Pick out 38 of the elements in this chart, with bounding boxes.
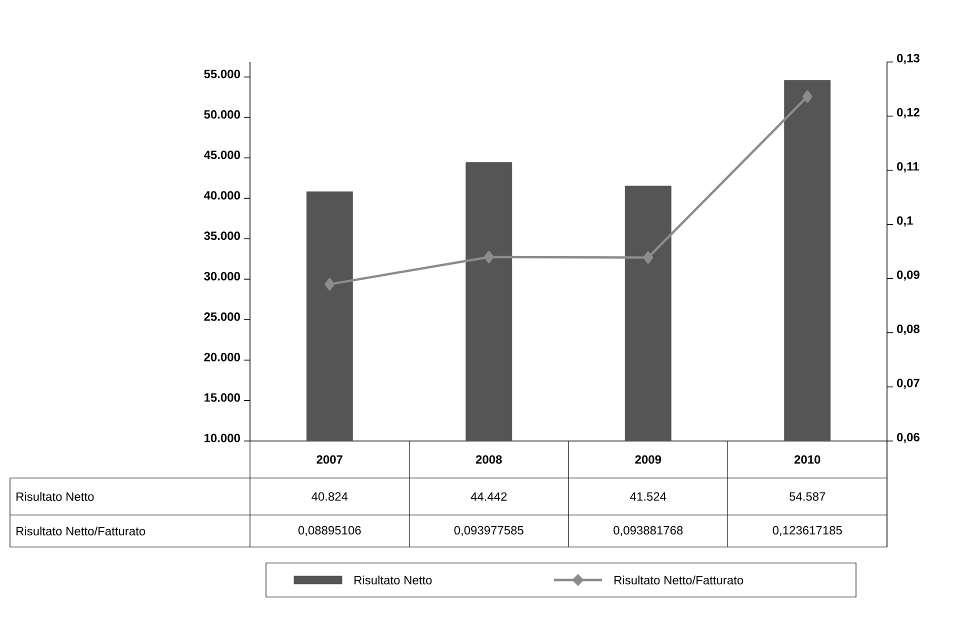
- y-tick-label: 55.000: [204, 70, 240, 78]
- y2-tick-label: 0,1: [897, 216, 913, 227]
- text: Risultato Netto: [16, 492, 94, 501]
- y2-tick-label: 0,06: [897, 432, 920, 444]
- data-label: 0,123617185: [772, 526, 842, 536]
- y2-tick-label: 0,07: [897, 378, 920, 389]
- y-tick-label: 50.000: [204, 110, 240, 119]
- data-label: 40.824: [312, 492, 348, 501]
- x-tick-label: 2008: [476, 455, 502, 464]
- y-tick-label: 15.000: [204, 393, 240, 402]
- data-label: 54.587: [790, 492, 826, 501]
- y-tick-label: 10.000: [204, 434, 240, 442]
- y2-tick-label: 0,13: [897, 54, 920, 64]
- y2-tick-label: 0,12: [897, 108, 920, 118]
- y2-tick-label: 0,08: [897, 324, 920, 335]
- y-tick-label: 30.000: [204, 272, 240, 280]
- x-tick-label: 2009: [635, 455, 662, 464]
- x-tick-label: 2007: [316, 455, 342, 464]
- legend-label: Risultato Netto: [354, 576, 432, 584]
- y-tick-label: 20.000: [204, 352, 240, 362]
- x-tick-label: 2010: [794, 455, 820, 464]
- y2-tick-label: 0,09: [897, 270, 920, 281]
- y-tick-label: 25.000: [204, 312, 240, 321]
- data-label: 0,08895106: [298, 526, 361, 536]
- y2-tick-label: 0,11: [897, 162, 919, 172]
- data-label: 41.524: [630, 492, 666, 501]
- data-label: 0,093977585: [454, 526, 524, 536]
- y-tick-label: 45.000: [204, 150, 240, 160]
- point: [324, 278, 335, 290]
- point: [802, 90, 812, 103]
- legend-label: Risultato Netto/Fatturato: [614, 576, 744, 584]
- text: Risultato Netto/Fatturato: [16, 526, 146, 536]
- y-tick-label: 35.000: [204, 232, 240, 240]
- point: [484, 250, 494, 264]
- y-tick-label: 40.000: [204, 191, 240, 200]
- data-label: 0,093881768: [614, 526, 683, 536]
- point: [643, 251, 654, 264]
- data-label: 44.442: [470, 492, 507, 501]
